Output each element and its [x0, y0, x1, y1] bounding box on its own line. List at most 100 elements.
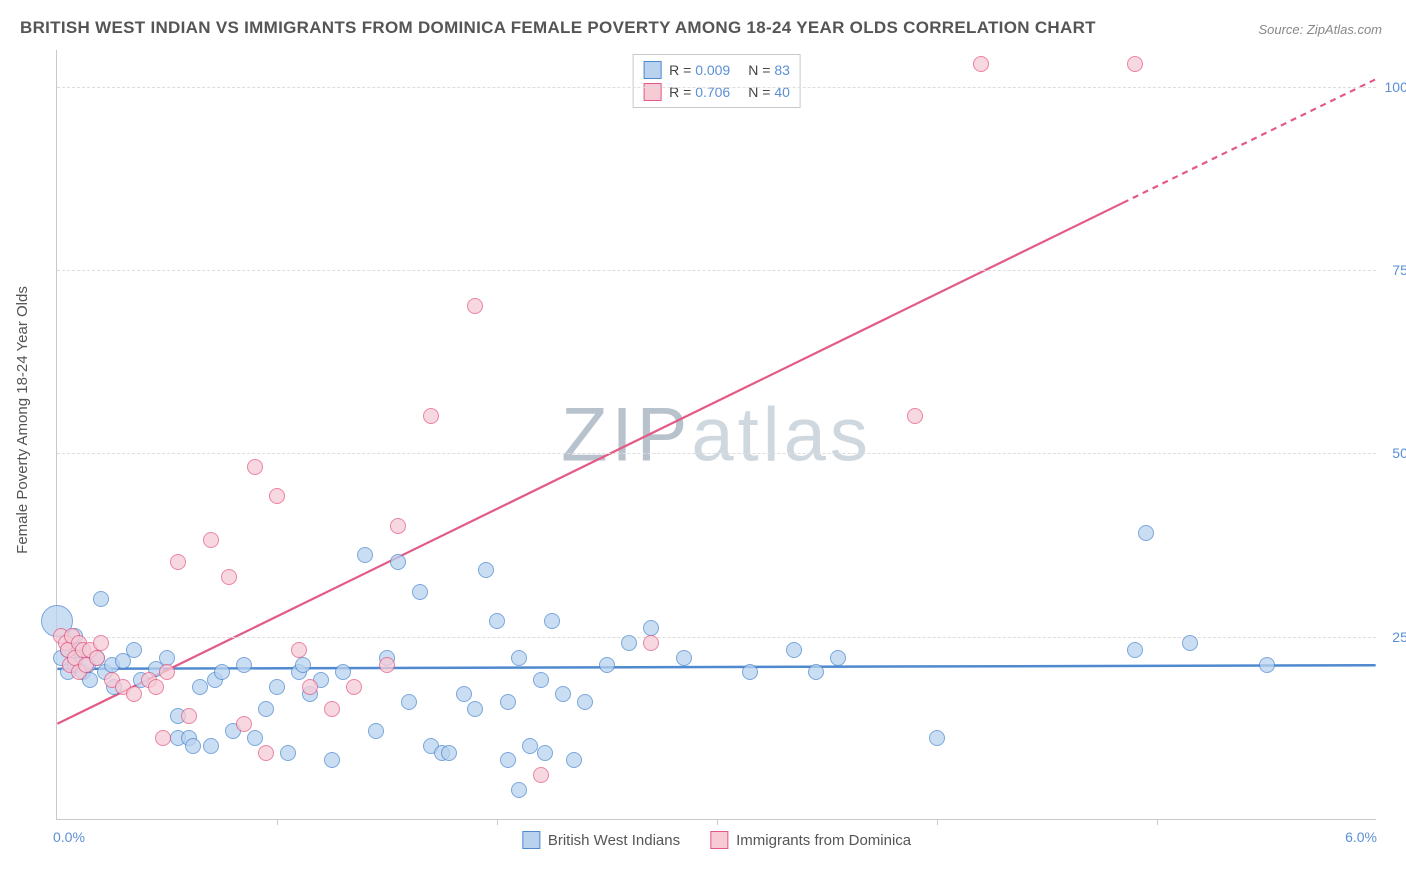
data-point — [489, 613, 505, 629]
plot-area: ZIPatlas ZIPatlas R = 0.009N = 83R = 0.7… — [56, 50, 1376, 820]
legend-swatch — [643, 61, 661, 79]
data-point — [269, 488, 285, 504]
data-point — [159, 664, 175, 680]
data-point — [159, 650, 175, 666]
data-point — [93, 591, 109, 607]
y-tick-label: 75.0% — [1382, 262, 1406, 278]
data-point — [533, 672, 549, 688]
data-point — [621, 635, 637, 651]
legend-r: R = 0.009 — [669, 62, 730, 78]
data-point — [247, 730, 263, 746]
data-point — [269, 679, 285, 695]
x-tick-label: 6.0% — [1345, 829, 1377, 845]
x-tick — [1157, 819, 1158, 825]
data-point — [335, 664, 351, 680]
data-point — [203, 532, 219, 548]
data-point — [423, 408, 439, 424]
trend-line — [57, 665, 1375, 669]
data-point — [280, 745, 296, 761]
x-tick — [277, 819, 278, 825]
legend-label: Immigrants from Dominica — [736, 832, 911, 849]
x-tick-label: 0.0% — [53, 829, 85, 845]
data-point — [203, 738, 219, 754]
gridline — [57, 453, 1376, 454]
data-point — [357, 547, 373, 563]
y-tick-label: 25.0% — [1382, 629, 1406, 645]
data-point — [478, 562, 494, 578]
data-point — [500, 694, 516, 710]
data-point — [973, 56, 989, 72]
gridline — [57, 87, 1376, 88]
data-point — [577, 694, 593, 710]
data-point — [742, 664, 758, 680]
data-point — [929, 730, 945, 746]
y-tick-label: 50.0% — [1382, 445, 1406, 461]
data-point — [544, 613, 560, 629]
data-point — [467, 701, 483, 717]
legend-item: Immigrants from Dominica — [710, 831, 911, 849]
legend-item: British West Indians — [522, 831, 680, 849]
data-point — [302, 679, 318, 695]
data-point — [1127, 642, 1143, 658]
data-point — [126, 642, 142, 658]
data-point — [295, 657, 311, 673]
trend-line-dashed — [1123, 79, 1376, 203]
data-point — [291, 642, 307, 658]
data-point — [324, 701, 340, 717]
data-point — [192, 679, 208, 695]
legend-row: R = 0.009 N = 83 — [643, 59, 790, 81]
data-point — [155, 730, 171, 746]
trend-line — [57, 203, 1123, 724]
legend-swatch — [710, 831, 728, 849]
trend-lines-svg — [57, 50, 1376, 819]
legend-swatch — [522, 831, 540, 849]
data-point — [566, 752, 582, 768]
y-tick-label: 100.0% — [1382, 79, 1406, 95]
data-point — [441, 745, 457, 761]
correlation-legend: R = 0.009 N = 83 R = 0.706N = 40 — [632, 54, 801, 108]
legend-n: N = 83 — [748, 62, 790, 78]
data-point — [456, 686, 472, 702]
data-point — [324, 752, 340, 768]
data-point — [181, 708, 197, 724]
data-point — [537, 745, 553, 761]
data-point — [907, 408, 923, 424]
data-point — [808, 664, 824, 680]
data-point — [401, 694, 417, 710]
data-point — [93, 635, 109, 651]
y-axis-title: Female Poverty Among 18-24 Year Olds — [14, 286, 31, 554]
data-point — [522, 738, 538, 754]
data-point — [676, 650, 692, 666]
data-point — [236, 657, 252, 673]
legend-label: British West Indians — [548, 832, 680, 849]
data-point — [511, 782, 527, 798]
data-point — [221, 569, 237, 585]
gridline — [57, 270, 1376, 271]
x-tick — [497, 819, 498, 825]
data-point — [247, 459, 263, 475]
data-point — [643, 635, 659, 651]
chart-source: Source: ZipAtlas.com — [1258, 22, 1382, 37]
data-point — [511, 650, 527, 666]
data-point — [390, 554, 406, 570]
x-tick — [717, 819, 718, 825]
data-point — [643, 620, 659, 636]
data-point — [786, 642, 802, 658]
data-point — [185, 738, 201, 754]
data-point — [258, 701, 274, 717]
data-point — [258, 745, 274, 761]
data-point — [214, 664, 230, 680]
data-point — [89, 650, 105, 666]
data-point — [368, 723, 384, 739]
chart-title: BRITISH WEST INDIAN VS IMMIGRANTS FROM D… — [20, 18, 1096, 38]
data-point — [533, 767, 549, 783]
legend-row: R = 0.706N = 40 — [643, 81, 790, 103]
data-point — [126, 686, 142, 702]
data-point — [236, 716, 252, 732]
data-point — [148, 679, 164, 695]
data-point — [170, 554, 186, 570]
data-point — [390, 518, 406, 534]
x-tick — [937, 819, 938, 825]
data-point — [346, 679, 362, 695]
data-point — [1138, 525, 1154, 541]
